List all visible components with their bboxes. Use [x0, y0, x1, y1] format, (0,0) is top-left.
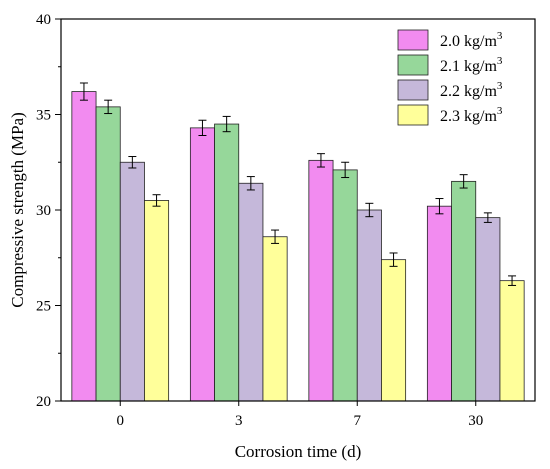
legend: 2.0 kg/m3 2.1 kg/m3 2.2 kg/m3 2.3 kg/m3	[397, 29, 503, 126]
bar-30-1	[426, 205, 452, 402]
bar-3-4	[262, 236, 288, 402]
bar-0-4	[144, 200, 170, 402]
bar-7-4	[381, 259, 407, 402]
x-tick-label-3: 3	[235, 413, 243, 429]
x-tick-label-0: 0	[117, 413, 125, 429]
legend-swatch-2	[397, 54, 429, 76]
legend-label-3: 2.2 kg/m3	[440, 80, 503, 100]
bar-3-1	[189, 127, 215, 402]
bar-0-3	[119, 161, 145, 402]
y-tick-label-20: 20	[36, 394, 51, 410]
y-tick-label-35: 35	[36, 108, 51, 124]
y-tick-label-30: 30	[36, 203, 51, 219]
axes-layer: 0 3 7 30 20 25 30 35 40	[36, 12, 483, 429]
legend-label-superscript-2: 3	[497, 55, 503, 67]
bar-3-2	[214, 123, 240, 402]
legend-label-superscript-4: 3	[497, 105, 503, 117]
bar-7-2	[332, 169, 358, 402]
bar-0-1	[71, 91, 97, 402]
x-axis-title: Corrosion time (d)	[235, 442, 362, 461]
x-tick-label-30: 30	[468, 413, 483, 429]
legend-swatch-1	[397, 29, 429, 51]
legend-label-4: 2.3 kg/m3	[440, 105, 503, 125]
bar-7-1	[308, 159, 334, 402]
legend-swatch-3	[397, 79, 429, 101]
bar-3-3	[238, 182, 264, 402]
legend-label-2: 2.1 kg/m3	[440, 55, 503, 75]
legend-label-superscript-1: 3	[497, 30, 503, 42]
bar-30-4	[499, 280, 525, 402]
bar-30-2	[451, 180, 477, 402]
y-tick-label-40: 40	[36, 12, 51, 28]
bar-0-2	[95, 106, 121, 402]
y-tick-label-25: 25	[36, 299, 51, 315]
legend-label-superscript-3: 3	[497, 80, 503, 92]
x-tick-label-7: 7	[354, 413, 362, 429]
legend-swatch-4	[397, 104, 429, 126]
bar-30-3	[475, 217, 501, 402]
bars-layer	[71, 82, 525, 402]
bar-7-3	[356, 209, 382, 402]
y-axis-title: Compressive strength (MPa)	[8, 112, 27, 307]
legend-label-1: 2.0 kg/m3	[440, 30, 503, 50]
